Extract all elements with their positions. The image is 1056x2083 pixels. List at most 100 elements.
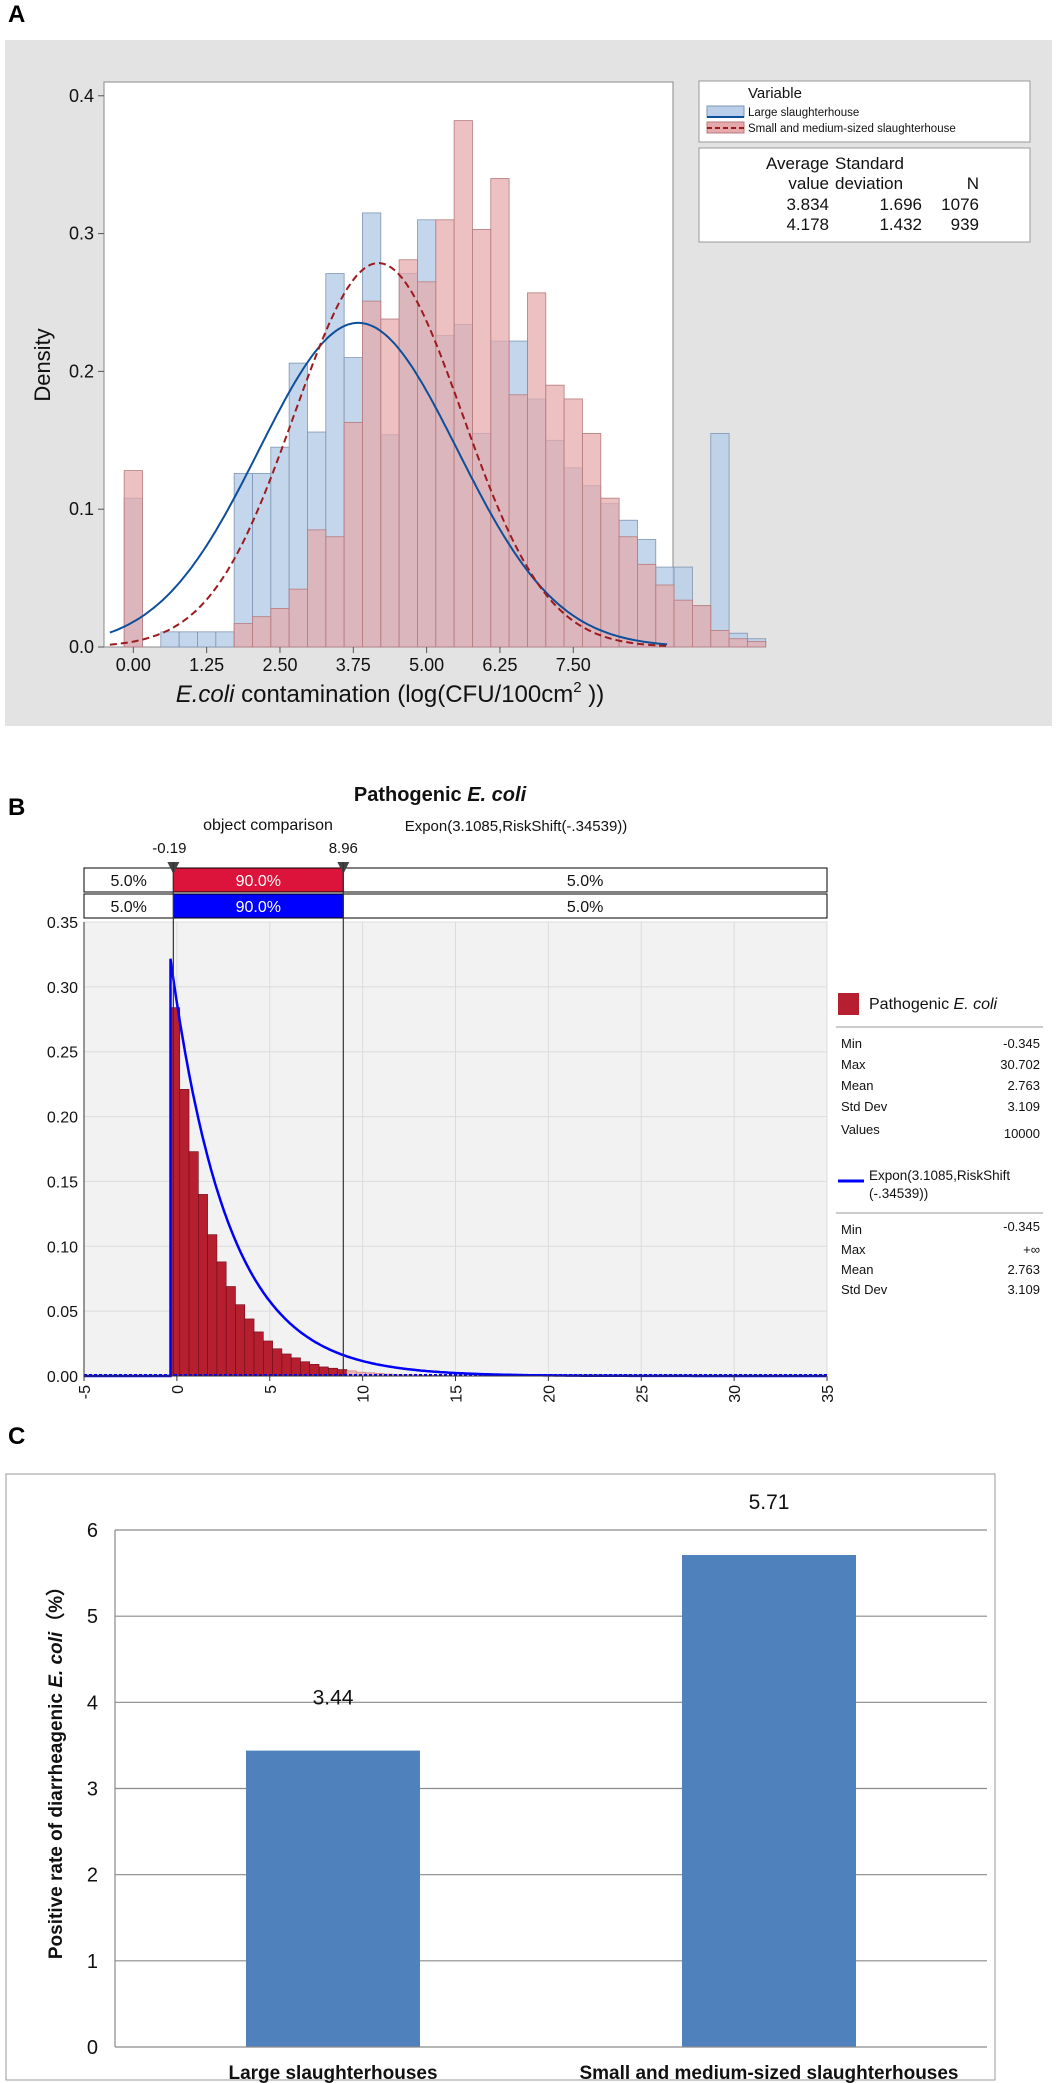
panel-b-sim-stat-label: Mean xyxy=(841,1078,874,1093)
panel-b-band-middle xyxy=(172,867,344,893)
legend-label-small: Small and medium-sized slaughterhouse xyxy=(748,123,956,135)
stats-small-sd: 1.432 xyxy=(879,215,922,234)
panel-c-y-axis-label: Positive rate of diarrheagenic E. coli（%… xyxy=(44,1577,67,1959)
stats-large-mean: 3.834 xyxy=(786,195,829,214)
panel-a-bar-small xyxy=(270,608,290,648)
panel-b-fit-stat-value: +∞ xyxy=(1023,1242,1040,1257)
panel-b-fit-stat-label: Std Dev xyxy=(841,1282,888,1297)
panel-c-bar xyxy=(682,1554,856,2047)
panel-b-band-middle xyxy=(172,893,344,919)
panel-b-fit-stat-label: Min xyxy=(841,1222,862,1237)
panel-b-hist-bar xyxy=(216,1261,227,1377)
panel-a-bar-small xyxy=(710,630,730,648)
panel-b-sim-stat-value: 3.109 xyxy=(1007,1099,1040,1114)
panel-b-sim-stat-label: Min xyxy=(841,1036,862,1051)
panel-a-y-tick-label: 0.2 xyxy=(69,361,94,381)
panel-b-legend-swatch xyxy=(838,993,859,1015)
panel-a-bar-small xyxy=(453,120,473,648)
legend-swatch-large xyxy=(706,105,745,118)
panel-b-histogram-bars xyxy=(170,1007,468,1377)
panel-c-y-tick-label: 2 xyxy=(87,1865,98,1887)
panel-c-y-tick-label: 0 xyxy=(87,2037,98,2059)
panel-b-fit-stat-value: -0.345 xyxy=(1003,1219,1040,1234)
panel-b-marker-left-label: -0.19 xyxy=(152,840,186,857)
panel-b-object-comparison: object comparison xyxy=(203,817,333,834)
panel-a-bar-small xyxy=(307,529,327,648)
panel-b-hist-bar xyxy=(235,1304,246,1377)
panel-a-histogram-bars xyxy=(123,120,767,648)
panel-b-y-tick-label: 0.20 xyxy=(47,1110,78,1127)
panel-b-band-left-label: 5.0% xyxy=(110,873,146,890)
panel-b-sim-stat-label: Std Dev xyxy=(841,1099,888,1114)
panel-b-hist-bar xyxy=(198,1194,208,1377)
stats-large-n: 1076 xyxy=(941,195,979,214)
panel-c-y-tick-label: 6 xyxy=(87,1520,98,1542)
panel-a-bar-small xyxy=(563,398,583,648)
panel-c-data-label: 5.71 xyxy=(749,1491,790,1514)
panel-a-x-tick-label: 6.25 xyxy=(482,655,517,675)
panel-b-marker-right-label: 8.96 xyxy=(329,840,358,857)
panel-a-x-label-end: )) xyxy=(582,681,605,708)
panel-b-x-tick-label: 25 xyxy=(634,1385,651,1403)
panel-b-hist-bar xyxy=(188,1151,199,1377)
panel-c-y-tick-label: 1 xyxy=(87,1951,98,1973)
panel-b-fit-stat-value: 2.763 xyxy=(1007,1262,1040,1277)
panel-b-fit-label: Expon(3.1085,RiskShift(-.34539)) xyxy=(405,818,628,835)
panel-b-fit-stats: Min -0.345 Max +∞ Mean 2.763 Std Dev 3.109 xyxy=(841,1219,1040,1297)
panel-a-bar-small xyxy=(527,292,547,648)
stats-small-n: 939 xyxy=(951,215,979,234)
panel-a-letter: A xyxy=(8,1,25,28)
panel-a-y-tick-label: 0.0 xyxy=(69,637,94,657)
panel-a-bar-small xyxy=(435,219,455,648)
panel-a-bar-small xyxy=(655,584,675,648)
panel-b-hist-bar xyxy=(253,1331,264,1377)
stats-header-deviation: deviation xyxy=(835,174,903,193)
panel-a-bar-small xyxy=(252,616,272,648)
panel-b-sim-stat-label: Max xyxy=(841,1057,866,1072)
panel-b-band-left-label: 5.0% xyxy=(110,899,146,916)
panel-a-bar-small xyxy=(380,318,400,648)
panel-b-fit-stat-value: 3.109 xyxy=(1007,1282,1040,1297)
panel-b-sim-stat-value: 30.702 xyxy=(1000,1057,1040,1072)
panel-b-y-tick-label: 0.10 xyxy=(47,1239,78,1256)
panel-a-bar-small xyxy=(472,229,492,648)
panel-a-normal-curves xyxy=(109,262,668,647)
panel-a-bar-large xyxy=(710,433,730,648)
legend-label-large: Large slaughterhouse xyxy=(748,107,859,119)
panel-a-x-tick-label: 3.75 xyxy=(336,655,371,675)
panel-b-percent-bands: 5.0% 90.0% 5.0% 5.0% 90.0% 5.0% xyxy=(83,862,828,919)
panel-a-x-tick-label: 1.25 xyxy=(189,655,224,675)
panel-a-x-tick-label: 5.00 xyxy=(409,655,444,675)
panel-b-sim-stats: Min -0.345 Max 30.702 Mean 2.763 Std Dev 3.109 V… xyxy=(841,1036,1040,1141)
panel-b-x-tick-label: -5 xyxy=(77,1385,94,1399)
panel-b-y-tick-label: 0.25 xyxy=(47,1045,78,1062)
panel-b-hist-bar xyxy=(300,1361,311,1377)
panel-a-bar-small xyxy=(343,421,363,648)
panel-b-hist-bar xyxy=(179,1089,190,1377)
panel-b-band-right-label: 5.0% xyxy=(567,873,603,890)
panel-a-bar-small xyxy=(582,433,602,648)
panel-b-title-text: Pathogenic xyxy=(354,784,467,806)
panel-a-bar-small xyxy=(362,300,382,648)
panel-b-y-tick-label: 0.05 xyxy=(47,1304,78,1321)
panel-c-data-label: 3.44 xyxy=(313,1687,354,1710)
panel-a-bar-small xyxy=(398,259,418,648)
panel-b-x-tick-label: 5 xyxy=(263,1385,280,1394)
panel-a-x-tick-label: 0.00 xyxy=(116,655,151,675)
stats-header-standard: Standard xyxy=(835,154,904,173)
panel-a-bar-small xyxy=(637,563,657,648)
panel-a-bar-large xyxy=(160,631,180,648)
panel-b-x-tick-label: 0 xyxy=(170,1385,187,1394)
panel-b-sim-stat-value: 2.763 xyxy=(1007,1078,1040,1093)
panel-a-curve-small xyxy=(109,262,668,647)
panel-c-axes: 0 1 2 3 4 5 6 Large slaughterhouses Small and me… xyxy=(87,1520,987,2083)
stats-large-sd: 1.696 xyxy=(879,195,922,214)
panel-a-x-axis-label: E.coli contamination (log(CFU/100cm2 )) xyxy=(176,679,605,708)
panel-b-band-middle-label: 90.0% xyxy=(236,899,281,916)
panel-a-x-tick-label: 2.50 xyxy=(262,655,297,675)
panel-c-y-label-suffix: （%） xyxy=(44,1577,67,1632)
panel-b-title-italic: E. coli xyxy=(467,784,526,806)
panel-c-category-label: Large slaughterhouses xyxy=(228,2063,437,2083)
panel-a-legend-title: Variable xyxy=(748,85,802,102)
stats-header-average: Average xyxy=(766,154,829,173)
